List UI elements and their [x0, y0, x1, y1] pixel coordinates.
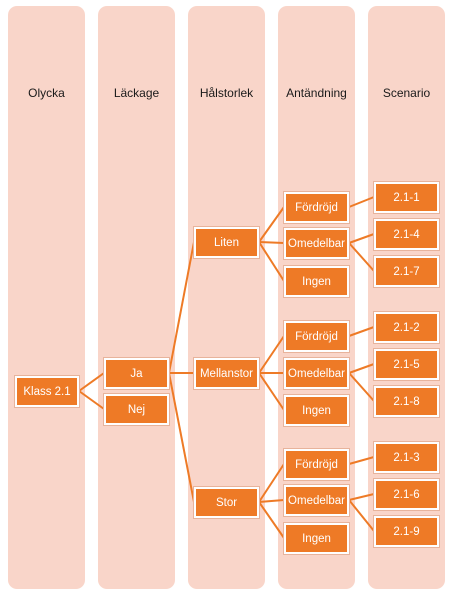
node-scenario: 2.1-7 — [374, 256, 439, 287]
node-ignition-ingen: Ingen — [284, 395, 349, 426]
connector-line — [348, 499, 375, 532]
node-accident: Klass 2.1 — [15, 376, 79, 407]
connector-line — [168, 372, 195, 503]
column-olycka: Olycka — [8, 6, 85, 589]
connector-line — [78, 372, 105, 392]
connector-line — [348, 242, 375, 272]
node-scenario: 2.1-2 — [374, 312, 439, 343]
node-leakage-ja: Ja — [104, 358, 169, 389]
node-ignition-fordrojd: Fördröjd — [284, 192, 349, 223]
connector-line — [348, 456, 375, 465]
node-scenario: 2.1-5 — [374, 349, 439, 380]
node-scenario: 2.1-9 — [374, 516, 439, 547]
connector-line — [348, 233, 375, 244]
node-ignition-fordrojd: Fördröjd — [284, 321, 349, 352]
connector-line — [78, 390, 105, 410]
node-ignition-omedelbar: Omedelbar — [284, 485, 349, 516]
connector-line — [348, 363, 375, 374]
column-header-halstorlek: Hålstorlek — [199, 86, 254, 100]
connector-line — [348, 372, 375, 402]
connector-line — [258, 372, 285, 411]
node-ignition-ingen: Ingen — [284, 523, 349, 554]
connector-line — [348, 493, 375, 501]
connector-line — [168, 241, 195, 374]
node-scenario: 2.1-1 — [374, 182, 439, 213]
column-header-olycka: Olycka — [28, 86, 65, 100]
connector-line — [348, 196, 375, 208]
node-scenario: 2.1-4 — [374, 219, 439, 250]
column-header-antandning: Antändning — [286, 86, 347, 100]
connector-line — [258, 241, 285, 282]
node-ignition-omedelbar: Omedelbar — [284, 228, 349, 259]
node-ignition-ingen: Ingen — [284, 266, 349, 297]
connector-line — [258, 501, 285, 539]
node-leakage-nej: Nej — [104, 394, 169, 425]
connector-line — [348, 326, 375, 337]
node-scenario: 2.1-6 — [374, 479, 439, 510]
node-hole-liten: Liten — [194, 227, 259, 258]
connector-line — [258, 335, 285, 374]
node-scenario: 2.1-3 — [374, 442, 439, 473]
column-header-scenario: Scenario — [382, 86, 431, 100]
connector-line — [258, 463, 285, 503]
node-scenario: 2.1-8 — [374, 386, 439, 417]
node-hole-stor: Stor — [194, 487, 259, 518]
connector-line — [258, 499, 285, 503]
node-hole-mellanstor: Mellanstor — [194, 358, 259, 389]
column-header-lackage: Läckage — [113, 86, 160, 100]
connector-line — [258, 206, 285, 243]
node-ignition-fordrojd: Fördröjd — [284, 449, 349, 480]
node-ignition-omedelbar: Omedelbar — [284, 358, 349, 389]
column-lackage: Läckage — [98, 6, 175, 589]
connector-line — [258, 241, 285, 244]
